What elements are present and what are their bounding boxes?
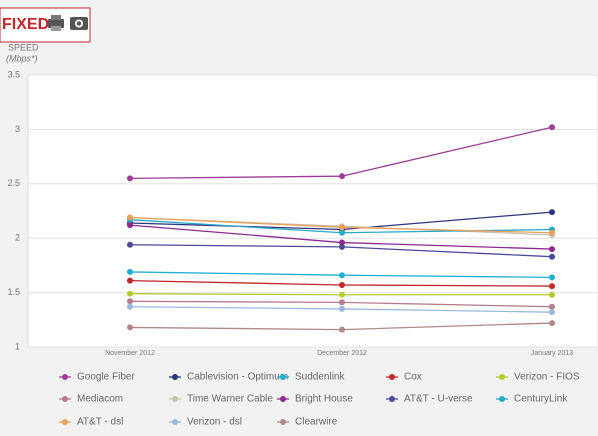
legend-swatch [172, 396, 178, 402]
data-point [127, 241, 133, 248]
legend-swatch [280, 396, 286, 402]
x-tick-label: November 2012 [105, 350, 155, 357]
data-point [339, 224, 345, 231]
data-point [127, 175, 133, 182]
legend-swatch [280, 374, 286, 380]
data-point [127, 303, 133, 310]
legend-label: Cox [404, 372, 422, 383]
data-point [127, 290, 133, 297]
legend-label: Google Fiber [77, 372, 135, 383]
legend-swatch [499, 374, 505, 380]
data-point [549, 246, 555, 253]
legend-label: Suddenlink [295, 372, 345, 383]
legend-label: Bright House [295, 394, 353, 405]
legend-swatch [499, 396, 505, 402]
data-point [339, 239, 345, 246]
badge: FIXED [2, 16, 49, 33]
y-axis-unit: (Mbps*) [6, 53, 38, 63]
data-point [549, 253, 555, 260]
y-axis-label: SPEED [8, 42, 39, 52]
legend-label: Clearwire [295, 417, 338, 428]
y-tick-label: 3 [15, 124, 20, 134]
data-point [549, 229, 555, 236]
legend-swatch [62, 396, 68, 402]
legend-label: Mediacom [77, 394, 123, 405]
data-point [127, 324, 133, 331]
data-point [549, 291, 555, 298]
data-point [339, 243, 345, 250]
legend-label: Verizon - FIOS [514, 372, 580, 383]
camera-icon [70, 17, 88, 30]
legend-swatch [62, 419, 68, 425]
legend-swatch [172, 374, 178, 380]
y-tick-label: 1.5 [7, 287, 20, 297]
data-point [549, 309, 555, 316]
y-tick-label: 1 [15, 341, 20, 351]
legend-label: Cablevision - Optimum [187, 372, 288, 383]
legend-swatch [172, 419, 178, 425]
print-icon [48, 15, 64, 31]
legend-label: Verizon - dsl [187, 417, 242, 428]
legend-label: Time Warner Cable [187, 394, 273, 405]
data-point [339, 299, 345, 306]
data-point [549, 209, 555, 216]
data-point [127, 214, 133, 221]
data-point [339, 291, 345, 298]
data-point [339, 272, 345, 279]
legend-swatch [62, 374, 68, 380]
legend-swatch [280, 419, 286, 425]
legend-label: AT&T - U-verse [404, 394, 473, 405]
data-point [127, 268, 133, 275]
data-point [339, 326, 345, 333]
legend-label: CenturyLink [514, 394, 568, 405]
data-point [127, 222, 133, 229]
legend-swatch [389, 396, 395, 402]
legend-swatch [389, 374, 395, 380]
data-point [127, 298, 133, 305]
data-point [549, 274, 555, 281]
y-tick-label: 2 [15, 233, 20, 243]
data-point [339, 229, 345, 236]
x-tick-label: January 2013 [531, 350, 574, 357]
data-point [549, 124, 555, 131]
data-point [339, 305, 345, 312]
data-point [339, 173, 345, 180]
x-tick-label: December 2012 [317, 350, 367, 357]
data-point [549, 320, 555, 327]
data-point [339, 281, 345, 288]
legend-label: AT&T - dsl [77, 417, 123, 428]
data-point [549, 303, 555, 310]
y-tick-label: 2.5 [7, 178, 20, 188]
data-point [549, 283, 555, 290]
data-point [127, 277, 133, 284]
y-tick-label: 3.5 [7, 69, 20, 79]
